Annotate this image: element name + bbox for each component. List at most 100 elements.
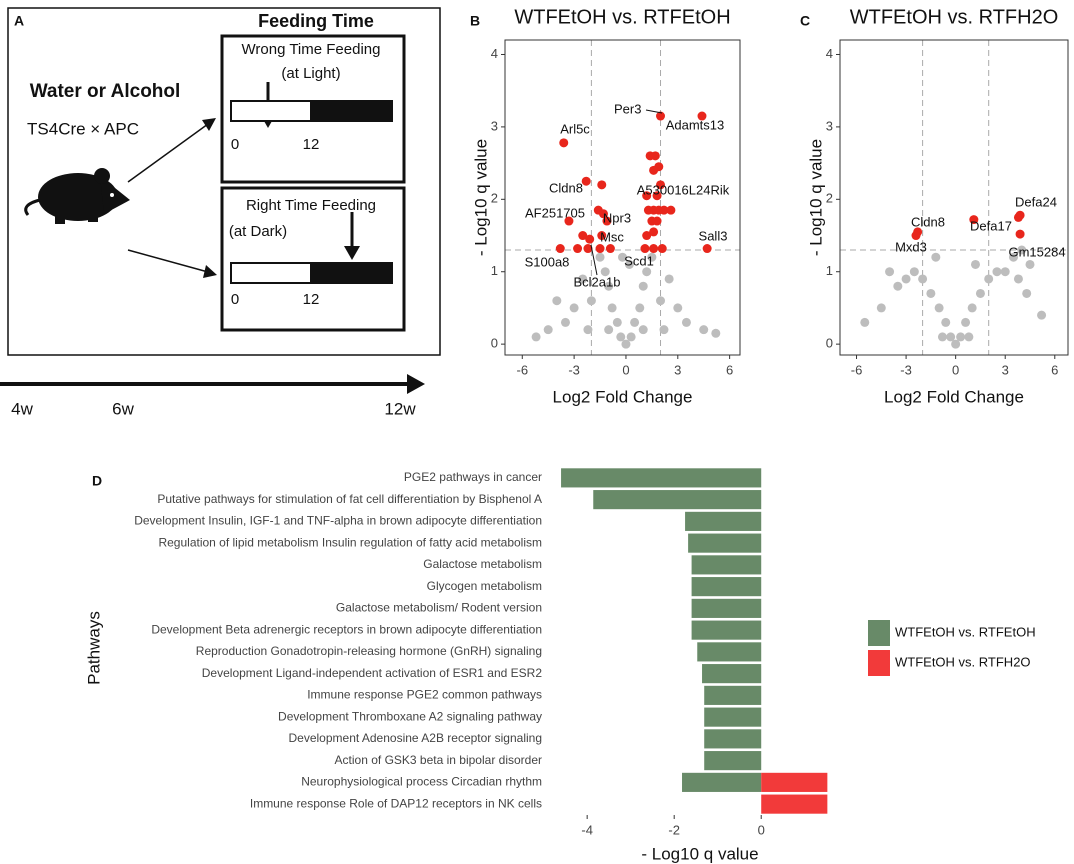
- point: [560, 317, 570, 327]
- point: [597, 231, 607, 241]
- point: [559, 138, 569, 148]
- panel-a: A Feeding Time Water or Alcohol TS4Cre ×…: [0, 7, 441, 418]
- arrow: [127, 123, 209, 183]
- point: [697, 111, 707, 121]
- point: [652, 216, 662, 226]
- point: [595, 244, 605, 254]
- y-axis-label: Pathways: [84, 611, 103, 685]
- point: [602, 216, 612, 226]
- x-tick-label: -6: [851, 362, 863, 377]
- annotation: Npr3: [603, 210, 631, 225]
- point: [901, 274, 911, 284]
- bar-light: [232, 102, 310, 120]
- bar: [682, 772, 762, 792]
- point: [656, 111, 666, 121]
- y-tick-label: 2: [826, 191, 833, 206]
- point: [992, 267, 1002, 277]
- point: [951, 339, 961, 349]
- point: [931, 252, 941, 262]
- time-label: 4w: [11, 399, 33, 418]
- y-tick-label: Regulation of lipid metabolism Insulin r…: [158, 535, 542, 549]
- genotype: TS4Cre × APC: [27, 119, 139, 138]
- panel-letter: B: [470, 13, 480, 29]
- point: [552, 296, 562, 306]
- annotation: Bcl2a1b: [574, 274, 621, 289]
- point: [543, 325, 553, 335]
- point: [607, 303, 617, 313]
- bar: [691, 620, 762, 640]
- bar: [761, 772, 828, 792]
- x-tick-label: 3: [674, 362, 681, 377]
- annotation: Sall3: [699, 228, 728, 243]
- x-tick-label: 6: [726, 362, 733, 377]
- box-note: (at Light): [281, 65, 340, 82]
- arrow-head: [203, 265, 217, 278]
- point: [597, 180, 607, 190]
- panel-letter: A: [14, 13, 24, 29]
- bar: [704, 707, 762, 727]
- x-tick-label: -4: [581, 822, 593, 837]
- box-title: Right Time Feeding: [246, 197, 376, 214]
- y-axis-label: - Log10 q value: [806, 139, 825, 256]
- point: [664, 274, 674, 284]
- point: [621, 339, 631, 349]
- bar: [688, 533, 762, 553]
- x-tick-label: -2: [668, 822, 680, 837]
- annotation: Mxd3: [895, 239, 927, 254]
- y-tick-label: Development Ligand-independent activatio…: [202, 666, 543, 680]
- point: [595, 252, 605, 262]
- tick: 12: [303, 291, 320, 308]
- tick: 12: [303, 136, 320, 153]
- point: [656, 180, 666, 190]
- point: [961, 317, 971, 327]
- arrow-head: [407, 374, 425, 394]
- y-tick-label: 0: [826, 336, 833, 351]
- point: [860, 317, 870, 327]
- y-tick-label: Neurophysiological process Circadian rhy…: [301, 775, 542, 789]
- point: [876, 303, 886, 313]
- point: [1017, 245, 1027, 255]
- y-axis-label: - Log10 q value: [471, 139, 490, 256]
- bar: [691, 577, 762, 597]
- y-tick-label: 1: [491, 263, 498, 278]
- bar: [704, 685, 762, 705]
- point: [893, 281, 903, 291]
- y-tick-label: Development Insulin, IGF-1 and TNF-alpha…: [134, 514, 542, 528]
- annotation: Arl5c: [560, 121, 590, 136]
- y-tick-label: 3: [826, 118, 833, 133]
- bar: [593, 490, 762, 510]
- y-tick-label: Development Thromboxane A2 signaling pat…: [278, 709, 542, 723]
- box: [220, 34, 406, 184]
- point: [937, 332, 947, 342]
- point: [702, 244, 712, 254]
- point: [984, 274, 994, 284]
- point: [649, 244, 659, 254]
- point: [578, 274, 588, 284]
- point: [659, 325, 669, 335]
- point: [604, 325, 614, 335]
- y-tick-label: 4: [826, 46, 833, 61]
- legend-swatch: [868, 620, 890, 646]
- x-tick-label: 0: [622, 362, 629, 377]
- y-tick-label: Glycogen metabolism: [427, 579, 542, 593]
- point: [642, 191, 652, 201]
- y-tick-label: 2: [491, 191, 498, 206]
- time-label: 12w: [384, 399, 416, 418]
- arrow-head: [202, 118, 216, 131]
- point: [598, 209, 608, 219]
- point: [1013, 212, 1023, 222]
- arrow-head: [344, 246, 360, 260]
- point: [1015, 229, 1025, 239]
- point: [711, 328, 721, 338]
- y-tick-label: 4: [491, 46, 498, 61]
- point: [652, 191, 662, 201]
- bar: [704, 729, 762, 749]
- point: [586, 296, 596, 306]
- box-title: Wrong Time Feeding: [242, 41, 381, 58]
- arrow: [127, 249, 209, 273]
- bar: [685, 511, 762, 531]
- point: [642, 267, 652, 277]
- point: [885, 267, 895, 277]
- y-tick-label: PGE2 pathways in cancer: [404, 470, 542, 484]
- bar: [702, 664, 762, 684]
